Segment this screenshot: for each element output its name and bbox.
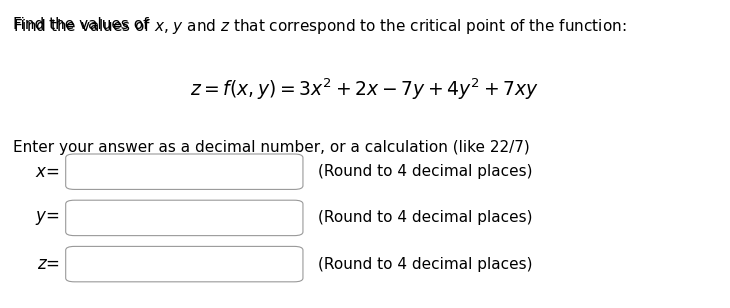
- Text: Find the values of $\it{x}$, $\it{y}$ and $\it{z}$ that correspond to the critic: Find the values of $\it{x}$, $\it{y}$ an…: [13, 17, 626, 36]
- Text: $\it{y}$=: $\it{y}$=: [36, 209, 60, 227]
- Text: $z = f(x, y) = 3x^2 + 2x - 7y + 4y^2 + 7xy$: $z = f(x, y) = 3x^2 + 2x - 7y + 4y^2 + 7…: [191, 77, 539, 103]
- Text: Find the values of: Find the values of: [13, 17, 153, 32]
- Text: (Round to 4 decimal places): (Round to 4 decimal places): [318, 164, 532, 179]
- Text: $\it{z}$=: $\it{z}$=: [37, 255, 60, 273]
- FancyBboxPatch shape: [66, 246, 303, 282]
- FancyBboxPatch shape: [66, 154, 303, 189]
- Text: $\it{x}$=: $\it{x}$=: [36, 163, 60, 181]
- FancyBboxPatch shape: [66, 200, 303, 236]
- Text: (Round to 4 decimal places): (Round to 4 decimal places): [318, 257, 532, 272]
- Text: Enter your answer as a decimal number, or a calculation (like 22/7): Enter your answer as a decimal number, o…: [13, 140, 530, 155]
- Text: (Round to 4 decimal places): (Round to 4 decimal places): [318, 210, 532, 225]
